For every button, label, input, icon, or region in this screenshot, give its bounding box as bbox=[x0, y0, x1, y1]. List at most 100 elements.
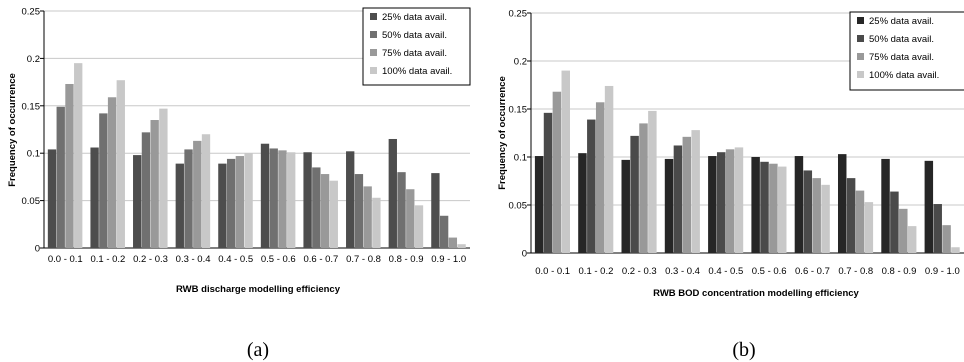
x-tick-label: 0.3 - 0.4 bbox=[665, 266, 700, 277]
y-tick-label: 0.15 bbox=[509, 105, 528, 116]
bar bbox=[924, 160, 934, 253]
legend-label: 25% data avail. bbox=[869, 16, 934, 27]
y-tick-label: 0 bbox=[522, 249, 527, 260]
legend-swatch bbox=[370, 13, 377, 20]
bar bbox=[543, 112, 553, 253]
x-axis-title: RWB BOD concentration modelling efficien… bbox=[653, 288, 859, 299]
legend-swatch bbox=[857, 17, 864, 24]
bar bbox=[578, 153, 587, 253]
x-tick-label: 0.9 - 1.0 bbox=[431, 254, 466, 265]
bar bbox=[269, 148, 278, 248]
bar bbox=[218, 163, 227, 248]
y-axis-title: Frequency of occurrence bbox=[497, 76, 508, 190]
bar bbox=[47, 149, 57, 248]
y-tick-label: 0.05 bbox=[22, 196, 41, 207]
bar bbox=[751, 157, 760, 253]
bar bbox=[388, 138, 397, 248]
bar bbox=[363, 186, 372, 248]
x-tick-label: 0.5 - 0.6 bbox=[752, 266, 787, 277]
bar bbox=[821, 184, 830, 253]
legend-swatch bbox=[857, 53, 864, 60]
chart-a: 0 0.05 0.1 0.15 0.2 0.25 0.0 - 0.1 0.1 - 0.2 0.2… bbox=[7, 7, 471, 361]
bar bbox=[899, 208, 908, 253]
bar bbox=[372, 197, 381, 248]
bar bbox=[604, 85, 614, 254]
bar bbox=[561, 70, 571, 253]
x-tick-label: 0.4 - 0.5 bbox=[218, 254, 253, 265]
bar bbox=[760, 161, 769, 253]
bar bbox=[116, 80, 125, 248]
bar bbox=[716, 152, 726, 253]
bar bbox=[65, 83, 74, 248]
bar bbox=[175, 163, 184, 248]
bar bbox=[630, 135, 639, 253]
legend-label: 75% data avail. bbox=[382, 48, 447, 59]
bar bbox=[621, 159, 630, 253]
bar bbox=[769, 163, 778, 253]
bar bbox=[734, 147, 744, 253]
x-tick-label: 0.7 - 0.8 bbox=[838, 266, 873, 277]
bar bbox=[406, 189, 415, 248]
legend-label: 50% data avail. bbox=[869, 34, 934, 45]
y-tick-label: 0.2 bbox=[27, 54, 40, 65]
bar bbox=[587, 119, 596, 253]
bar bbox=[56, 106, 65, 248]
legend-swatch bbox=[857, 71, 864, 78]
bar bbox=[201, 134, 211, 248]
bar bbox=[235, 156, 245, 248]
bar bbox=[534, 156, 544, 253]
bar bbox=[244, 153, 253, 248]
bar bbox=[346, 151, 355, 248]
x-tick-label: 0.7 - 0.8 bbox=[346, 254, 381, 265]
bar bbox=[664, 158, 674, 253]
panel-label: (b) bbox=[732, 339, 755, 361]
bar bbox=[951, 247, 960, 253]
bar bbox=[74, 63, 83, 248]
legend-swatch bbox=[857, 35, 864, 42]
x-tick-label: 0.2 - 0.3 bbox=[133, 254, 168, 265]
bar bbox=[287, 152, 296, 248]
bar bbox=[159, 108, 168, 248]
bar bbox=[303, 152, 312, 248]
bar bbox=[812, 178, 821, 253]
bar bbox=[260, 143, 270, 248]
y-tick-label: 0.1 bbox=[27, 149, 40, 160]
bar bbox=[942, 225, 951, 253]
bar bbox=[708, 156, 717, 253]
x-tick-label: 0.9 - 1.0 bbox=[925, 266, 960, 277]
bar bbox=[933, 204, 942, 253]
y-tick-label: 0.25 bbox=[22, 7, 41, 18]
bar bbox=[691, 130, 700, 253]
x-tick-label: 0.6 - 0.7 bbox=[795, 266, 830, 277]
legend-swatch bbox=[370, 49, 377, 56]
bar bbox=[226, 158, 236, 248]
bar bbox=[184, 149, 193, 248]
legend-label: 25% data avail. bbox=[382, 12, 447, 23]
bar bbox=[803, 170, 813, 253]
legend-swatch bbox=[370, 31, 377, 38]
bar bbox=[864, 202, 874, 253]
bar bbox=[457, 244, 466, 248]
bar bbox=[431, 173, 440, 248]
y-tick-label: 0.1 bbox=[514, 153, 527, 164]
x-tick-label: 0.8 - 0.9 bbox=[882, 266, 917, 277]
x-tick-label: 0.1 - 0.2 bbox=[90, 254, 125, 265]
bar bbox=[439, 215, 449, 248]
y-tick-label: 0.25 bbox=[509, 9, 528, 20]
bar bbox=[278, 150, 287, 248]
legend-label: 50% data avail. bbox=[382, 30, 447, 41]
bar bbox=[133, 155, 142, 248]
bar bbox=[193, 140, 202, 248]
x-tick-label: 0.2 - 0.3 bbox=[622, 266, 657, 277]
legend-box bbox=[362, 7, 471, 86]
bar bbox=[90, 147, 99, 248]
x-tick-label: 0.6 - 0.7 bbox=[303, 254, 338, 265]
bar bbox=[448, 237, 458, 248]
x-tick-label: 0.0 - 0.1 bbox=[48, 254, 83, 265]
bar bbox=[907, 226, 917, 253]
bar bbox=[312, 167, 321, 248]
legend-box bbox=[849, 11, 964, 91]
y-tick-label: 0.15 bbox=[22, 101, 41, 112]
bar bbox=[682, 136, 692, 253]
